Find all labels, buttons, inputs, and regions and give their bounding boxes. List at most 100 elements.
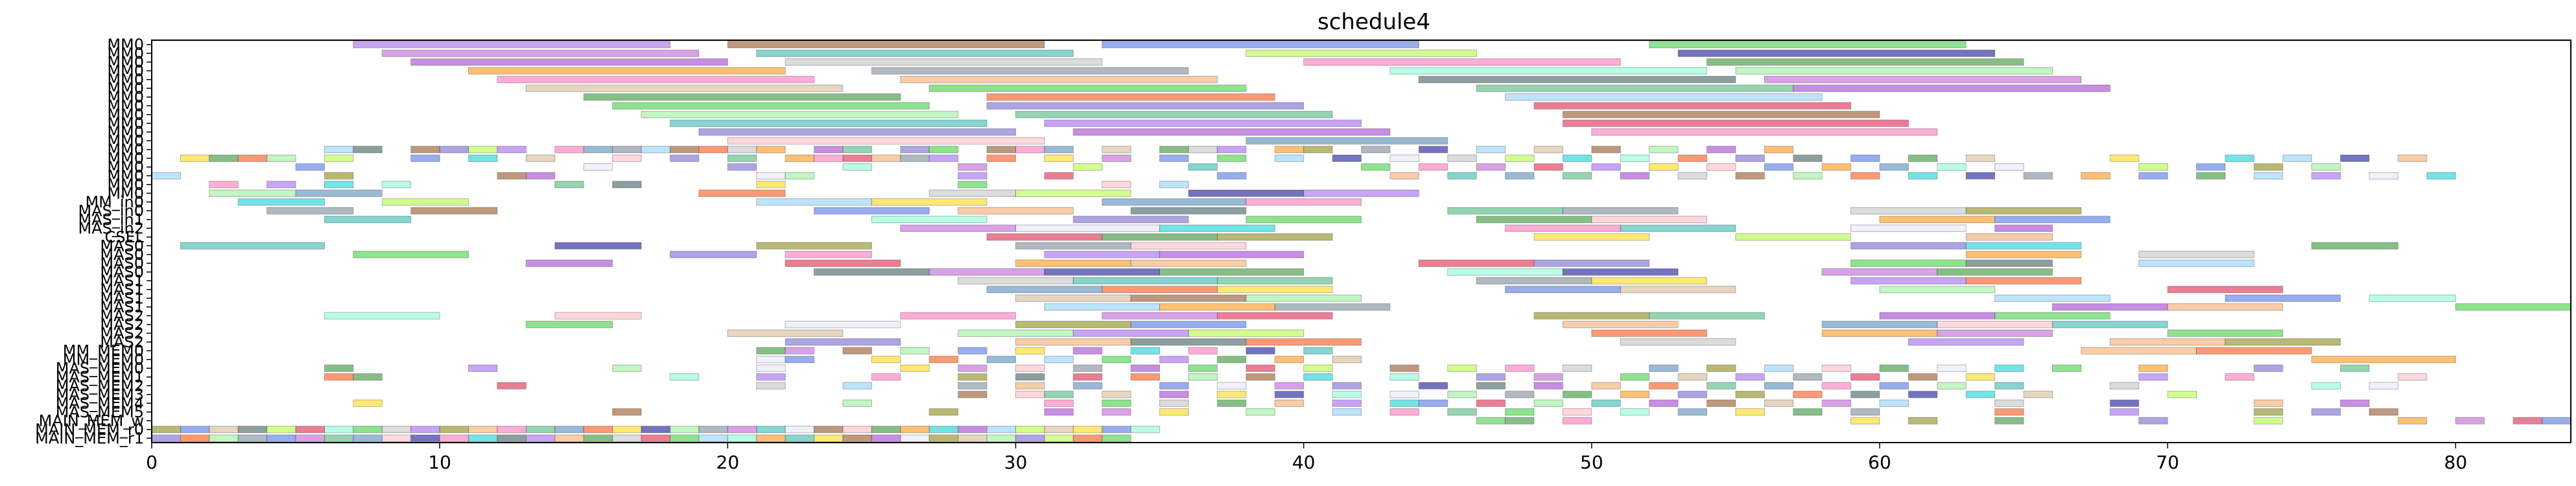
schedule-bar <box>1418 146 1448 154</box>
schedule-bar <box>900 426 930 434</box>
schedule-bar <box>785 426 815 434</box>
schedule-bar <box>1994 399 2024 407</box>
schedule-bar <box>1994 417 2024 424</box>
schedule-bar <box>1591 163 1621 171</box>
schedule-bar <box>986 154 1017 162</box>
schedule-bar <box>209 154 239 162</box>
schedule-bar <box>756 364 786 372</box>
schedule-bar <box>1562 111 1880 119</box>
schedule-bar <box>1044 391 1074 399</box>
schedule-bar <box>468 67 786 75</box>
schedule-bar <box>1044 268 1161 276</box>
schedule-bar <box>1879 216 1996 224</box>
schedule-bar <box>1159 382 1189 389</box>
x-tick-label: 20 <box>716 452 740 473</box>
schedule-bar <box>1216 399 1247 407</box>
schedule-bar <box>1102 408 1131 416</box>
schedule-bar <box>381 434 412 442</box>
schedule-bar <box>698 146 728 154</box>
schedule-bar <box>324 364 354 372</box>
schedule-bar <box>1102 426 1131 434</box>
schedule-bar <box>2109 338 2226 346</box>
schedule-bar <box>1188 364 1218 372</box>
schedule-bar <box>1476 399 1506 407</box>
schedule-bar <box>670 434 700 442</box>
schedule-bar <box>1130 294 1247 302</box>
schedule-bar <box>1649 312 1765 319</box>
y-tick-label: MAS2 <box>100 324 144 342</box>
schedule-bar <box>958 382 987 389</box>
schedule-bar <box>1216 146 1247 154</box>
schedule-bar <box>1188 163 1218 171</box>
schedule-bar <box>785 259 901 267</box>
schedule-bar <box>525 426 556 434</box>
schedule-bar <box>1620 172 1650 179</box>
schedule-bar <box>612 408 642 416</box>
schedule-bar <box>1965 154 1996 162</box>
schedule-bar <box>2398 154 2428 162</box>
schedule-bar <box>525 154 556 162</box>
schedule-bar <box>439 146 469 154</box>
schedule-bar <box>1102 233 1218 241</box>
schedule-bar <box>1533 146 1563 154</box>
schedule-bar <box>1677 373 1707 381</box>
schedule-bar <box>1072 347 1103 354</box>
schedule-bar <box>1015 111 1333 119</box>
schedule-bar <box>1677 408 1707 416</box>
schedule-bar <box>1850 207 1967 214</box>
schedule-bar <box>439 426 469 434</box>
schedule-bar <box>353 251 469 259</box>
schedule-bar <box>497 382 526 389</box>
schedule-bar <box>1707 146 1736 154</box>
schedule-bar <box>237 198 325 206</box>
schedule-bar <box>2542 417 2571 424</box>
schedule-bar <box>1159 224 1275 232</box>
schedule-bar <box>1361 146 1391 154</box>
schedule-bar <box>1044 408 1074 416</box>
schedule-bar <box>1102 391 1131 399</box>
schedule-bar <box>410 434 440 442</box>
schedule-bar <box>1677 154 1707 162</box>
schedule-bar <box>1188 347 1218 354</box>
schedule-bar <box>1850 417 1880 424</box>
schedule-bar <box>295 163 325 171</box>
schedule-bar <box>986 286 1103 294</box>
schedule-bar <box>1102 198 1247 206</box>
schedule-bar <box>410 58 728 66</box>
x-tick-label: 40 <box>1292 452 1316 473</box>
schedule-bar <box>814 207 930 214</box>
schedule-bar <box>1246 347 1275 354</box>
schedule-bar <box>1274 382 1305 389</box>
schedule-bar <box>670 251 757 259</box>
y-tick-label: MAS_MEM2 <box>56 376 144 395</box>
schedule-bar <box>1015 391 1045 399</box>
y-tick-label: MAS2 <box>100 316 144 334</box>
schedule-bar <box>324 181 354 189</box>
schedule-bar <box>842 154 872 162</box>
schedule-bar <box>1908 338 2024 346</box>
y-tick-label: MM0 <box>107 123 144 141</box>
schedule-bar <box>1130 347 1161 354</box>
schedule-bar <box>1015 259 1131 267</box>
schedule-bar <box>1130 259 1247 267</box>
schedule-bar <box>2340 364 2370 372</box>
schedule-bar <box>1015 242 1131 249</box>
schedule-bar <box>1821 329 1938 337</box>
schedule-bar <box>151 434 181 442</box>
schedule-bar <box>1793 154 1823 162</box>
schedule-bar <box>1216 277 1333 284</box>
schedule-bar <box>1274 399 1305 407</box>
schedule-bar <box>2398 373 2428 381</box>
schedule-bar <box>986 233 1103 241</box>
y-tick-label: MAS_in2 <box>78 219 144 237</box>
schedule-bar <box>1562 417 1592 424</box>
schedule-bar <box>1418 259 1535 267</box>
schedule-bar <box>756 172 786 179</box>
schedule-bar <box>554 312 642 319</box>
x-tick-label: 50 <box>1580 452 1603 473</box>
schedule-bar <box>1707 58 2024 66</box>
schedule-bar <box>814 268 930 276</box>
schedule-bar <box>871 373 901 381</box>
schedule-bar <box>1246 294 1362 302</box>
schedule-bar <box>1793 408 1823 416</box>
